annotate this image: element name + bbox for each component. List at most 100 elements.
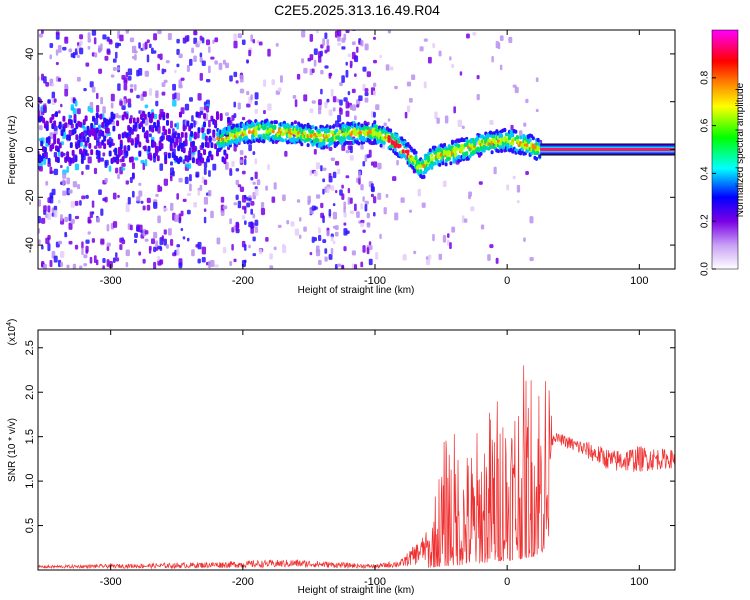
heatmap-cell — [58, 142, 62, 149]
heatmap-cell — [273, 124, 277, 129]
heatmap-cell — [106, 224, 110, 232]
heatmap-cell — [117, 115, 122, 119]
heatmap-cell — [389, 128, 393, 133]
heatmap-cell — [402, 254, 407, 261]
heatmap-cell — [53, 138, 57, 145]
heatmap-cell — [320, 69, 324, 75]
heatmap-cell — [373, 90, 377, 96]
spectrogram-x-label: Height of straight line (km) — [298, 285, 415, 296]
heatmap-cell — [43, 157, 47, 165]
heatmap-cell — [193, 55, 197, 63]
heatmap-cell — [351, 250, 356, 256]
heatmap-cell — [167, 128, 171, 135]
heatmap-cell — [349, 210, 355, 214]
heatmap-cell — [347, 53, 351, 58]
heatmap-cell — [98, 189, 102, 196]
heatmap-cell — [38, 199, 42, 207]
heatmap-cell — [134, 50, 138, 54]
heatmap-cell — [49, 54, 52, 60]
heatmap-cell — [442, 234, 447, 243]
heatmap-cell — [208, 119, 211, 128]
heatmap-cell — [334, 161, 340, 166]
y-tick-label: 1.5 — [24, 429, 36, 444]
heatmap-cell — [57, 199, 61, 204]
heatmap-cell — [119, 100, 123, 106]
heatmap-cell — [241, 116, 246, 121]
heatmap-cell — [99, 113, 103, 120]
heatmap-cell — [177, 132, 181, 139]
heatmap-cell — [146, 54, 150, 63]
heatmap-cell — [315, 162, 321, 170]
heatmap-cell — [208, 65, 211, 74]
heatmap-cell — [76, 76, 81, 82]
heatmap-cell — [188, 154, 192, 161]
heatmap-cell — [427, 158, 431, 163]
heatmap-cell — [76, 108, 81, 115]
heatmap-cell — [106, 246, 110, 251]
heatmap-cell — [294, 99, 298, 108]
heatmap-cell — [66, 264, 70, 269]
heatmap-cell — [506, 140, 510, 145]
heatmap-cell — [523, 122, 527, 127]
heatmap-cell — [100, 238, 105, 245]
heatmap-cell — [265, 237, 269, 242]
heatmap-cell — [208, 170, 211, 177]
heatmap-cell — [282, 194, 286, 202]
heatmap-cell — [79, 121, 83, 128]
heatmap-cell — [83, 254, 88, 259]
heatmap-cell — [62, 115, 66, 122]
heatmap-cell — [71, 157, 75, 164]
heatmap-cell — [134, 121, 138, 128]
heatmap-cell — [252, 181, 256, 185]
heatmap-cell — [55, 31, 60, 35]
heatmap-cell — [324, 101, 328, 105]
heatmap-cell — [370, 161, 374, 166]
heatmap-cell — [41, 30, 44, 34]
heatmap-cell — [306, 143, 310, 148]
heatmap-cell — [492, 134, 496, 139]
heatmap-cell — [147, 145, 151, 152]
heatmap-cell — [246, 90, 250, 96]
heatmap-cell — [191, 115, 194, 122]
heatmap-cell — [91, 211, 95, 215]
heatmap-cell — [518, 130, 523, 137]
heatmap-cell — [477, 139, 481, 144]
heatmap-cell — [428, 148, 432, 153]
heatmap-cell — [416, 165, 420, 170]
heatmap-cell — [450, 141, 454, 146]
heatmap-cell — [244, 158, 247, 166]
heatmap-cell — [163, 207, 168, 212]
heatmap-cell — [180, 228, 184, 232]
heatmap-cell — [345, 30, 350, 34]
heatmap-cell — [212, 137, 217, 142]
heatmap-cell — [129, 224, 133, 231]
heatmap-cell — [313, 48, 318, 56]
spectrogram-heatmap — [38, 30, 675, 269]
heatmap-cell — [81, 241, 84, 249]
heatmap-cell — [252, 123, 256, 128]
heatmap-cell — [498, 145, 502, 150]
heatmap-cell — [69, 119, 73, 126]
heatmap-cell — [51, 143, 55, 150]
heatmap-cell — [442, 180, 447, 188]
heatmap-cell — [81, 170, 84, 176]
heatmap-cell — [51, 188, 56, 196]
heatmap-cell — [327, 128, 331, 133]
heatmap-cell — [373, 196, 377, 204]
heatmap-cell — [316, 138, 320, 143]
heatmap-cell — [180, 210, 184, 217]
heatmap-cell — [189, 58, 193, 66]
heatmap-cell — [127, 98, 132, 104]
heatmap-cell — [345, 175, 350, 179]
heatmap-cell — [203, 208, 207, 213]
heatmap-cell — [309, 34, 314, 42]
heatmap-cell — [531, 136, 535, 141]
heatmap-cell — [387, 118, 391, 122]
heatmap-cell — [49, 166, 53, 175]
heatmap-cell — [193, 131, 197, 138]
heatmap-cell — [318, 227, 321, 234]
heatmap-cell — [125, 150, 129, 157]
heatmap-cell — [108, 141, 112, 148]
heatmap-cell — [417, 160, 421, 165]
heatmap-cell — [320, 127, 324, 132]
